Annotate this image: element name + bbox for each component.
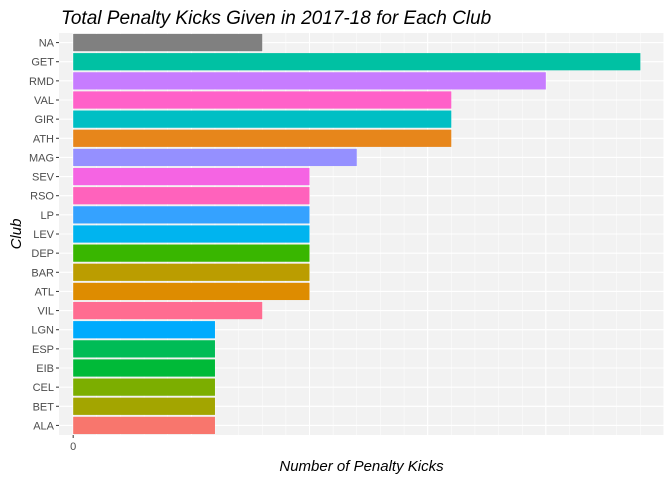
bar-atl <box>73 282 310 301</box>
x-tick-label: 0 <box>70 441 76 453</box>
y-tick-label-bar: BAR <box>31 267 54 279</box>
y-tick-label-na: NA <box>39 38 55 50</box>
y-tick-label-dep: DEP <box>31 248 54 260</box>
bar-sev <box>73 167 310 186</box>
bars <box>73 33 641 435</box>
bar-mag <box>73 148 357 167</box>
y-tick-label-sev: SEV <box>32 172 55 184</box>
bar-bet <box>73 397 215 415</box>
bar-lgn <box>73 321 215 339</box>
bar-gir <box>73 110 452 128</box>
y-tick-label-val: VAL <box>34 95 54 107</box>
bar-lev <box>73 225 310 243</box>
bar-get <box>73 53 641 71</box>
bar-bar <box>73 263 310 281</box>
bar-lp <box>73 206 310 224</box>
y-tick-label-atl: ATL <box>35 286 54 298</box>
chart-title: Total Penalty Kicks Given in 2017-18 for… <box>61 8 491 29</box>
y-tick-label-rmd: RMD <box>29 76 54 88</box>
y-tick-label-lev: LEV <box>33 229 54 241</box>
y-tick-label-lgn: LGN <box>31 325 54 337</box>
y-tick-label-ala: ALA <box>33 420 54 432</box>
x-axis-title: Number of Penalty Kicks <box>279 458 444 475</box>
y-tick-label-lp: LP <box>41 210 54 222</box>
bar-esp <box>73 340 215 358</box>
bar-vil <box>73 301 263 320</box>
bar-ath <box>73 129 452 147</box>
y-tick-label-vil: VIL <box>37 306 54 318</box>
bar-rso <box>73 187 310 205</box>
y-tick-label-cel: CEL <box>33 382 54 394</box>
bar-rmd <box>73 72 546 90</box>
bar-na <box>73 33 263 52</box>
bar-val <box>73 91 452 109</box>
y-tick-label-get: GET <box>31 57 54 69</box>
bar-cel <box>73 378 215 396</box>
y-tick-label-eib: EIB <box>36 363 54 375</box>
x-axis-ticks: 0 <box>70 435 76 453</box>
y-tick-label-esp: ESP <box>32 344 54 356</box>
y-tick-label-rso: RSO <box>30 191 54 203</box>
bar-ala <box>73 416 215 435</box>
y-tick-label-bet: BET <box>33 401 55 413</box>
y-tick-label-mag: MAG <box>29 152 54 164</box>
y-tick-label-gir: GIR <box>34 114 54 126</box>
y-axis-title: Club <box>8 219 25 250</box>
y-tick-label-ath: ATH <box>33 133 54 145</box>
y-axis-ticks: NA GET RMD VAL GIR ATH MAG SEV RSO LP LEV DEP BAR ATL… <box>29 38 59 432</box>
bar-dep <box>73 244 310 262</box>
bar-eib <box>73 359 215 377</box>
